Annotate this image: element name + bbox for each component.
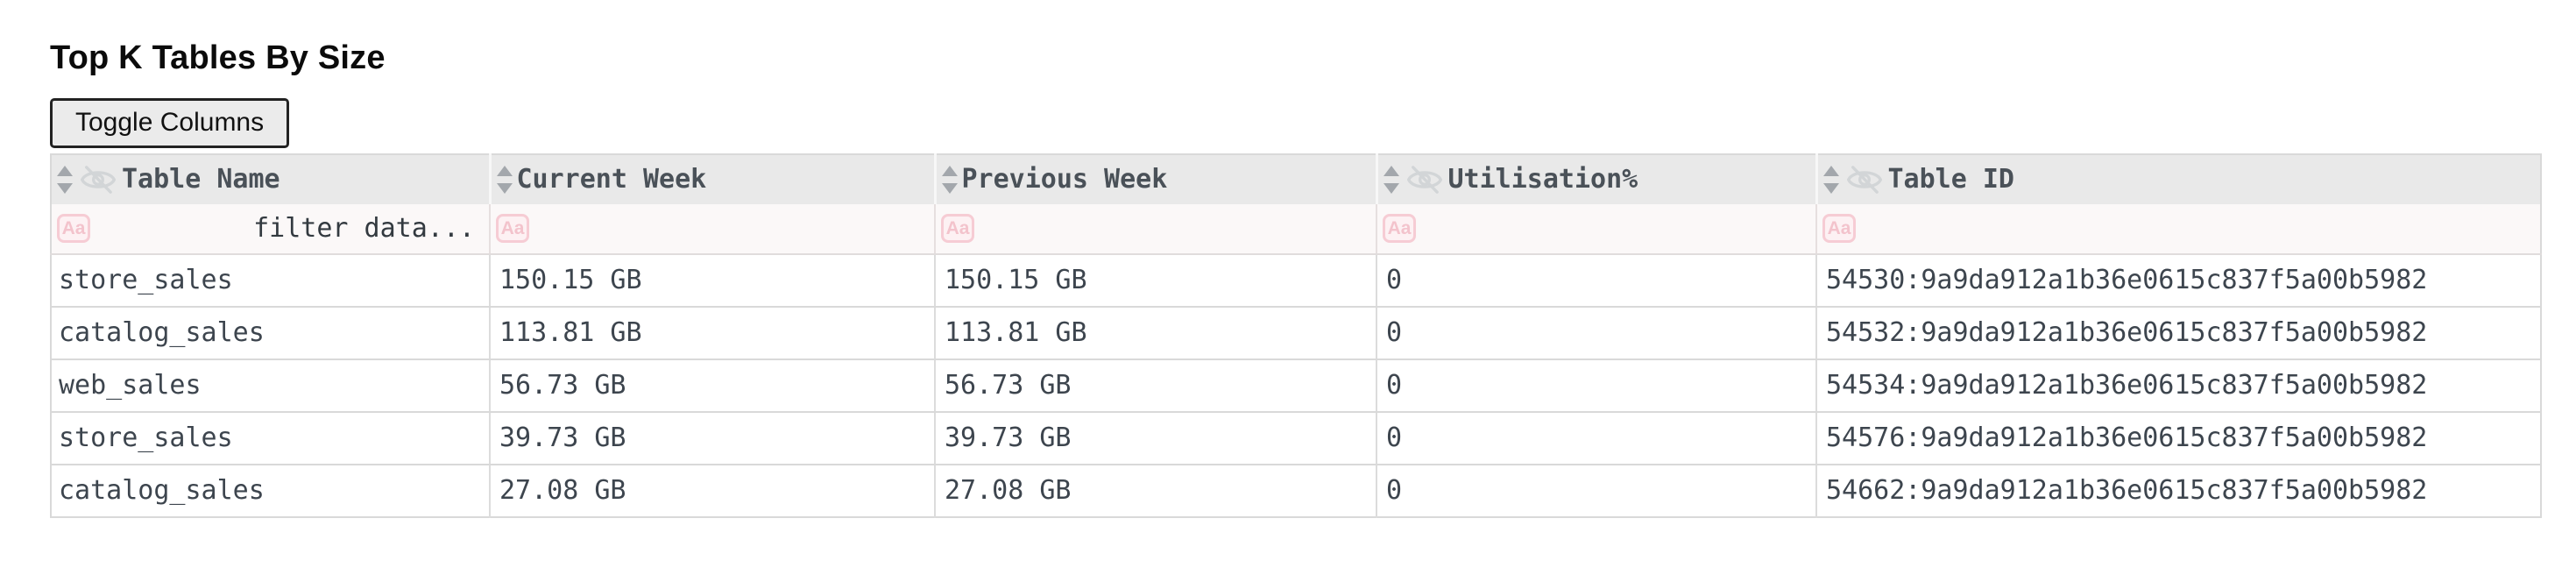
cell-table-id: 54530:9a9da912a1b36e0615c837f5a00b5982 — [1815, 253, 2541, 308]
table-body: store_sales 150.15 GB 150.15 GB 0 54530:… — [51, 253, 2541, 517]
filter-cell-table-name[interactable]: Aa — [51, 203, 490, 255]
cell-table-id: 54662:9a9da912a1b36e0615c837f5a00b5982 — [1815, 464, 2541, 517]
filter-cell-table-id[interactable]: Aa — [1815, 203, 2541, 255]
sort-icon[interactable] — [940, 164, 959, 195]
column-header-current-week[interactable]: Current Week — [488, 153, 935, 204]
table-row: web_sales 56.73 GB 56.73 GB 0 54534:9a9d… — [51, 359, 2541, 413]
text-filter-icon: Aa — [57, 214, 90, 244]
column-label: Current Week — [516, 164, 707, 195]
sort-icon[interactable] — [1822, 164, 1841, 195]
cell-utilisation: 0 — [1376, 464, 1816, 517]
top-k-tables-table: Table Name Current Week — [50, 153, 2542, 518]
filter-cell-utilisation[interactable]: Aa — [1376, 203, 1816, 255]
toggle-columns-button[interactable]: Toggle Columns — [50, 97, 290, 148]
text-filter-icon: Aa — [496, 214, 529, 244]
cell-utilisation: 0 — [1376, 411, 1816, 465]
sort-icon[interactable] — [1382, 164, 1401, 195]
table-row: store_sales 39.73 GB 39.73 GB 0 54576:9a… — [51, 411, 2541, 465]
table-row: store_sales 150.15 GB 150.15 GB 0 54530:… — [51, 253, 2541, 308]
cell-current-week: 27.08 GB — [489, 464, 935, 517]
cell-previous-week: 56.73 GB — [934, 359, 1376, 413]
cell-current-week: 56.73 GB — [489, 359, 935, 413]
eye-off-icon[interactable] — [79, 162, 117, 197]
filter-cell-current-week[interactable]: Aa — [489, 203, 935, 255]
table-header: Table Name Current Week — [51, 153, 2541, 204]
column-header-previous-week[interactable]: Previous Week — [933, 153, 1376, 204]
filter-row: Aa Aa Aa Aa — [51, 203, 2541, 255]
text-filter-icon: Aa — [941, 214, 974, 244]
cell-previous-week: 27.08 GB — [934, 464, 1376, 517]
filter-data-input[interactable] — [90, 207, 489, 250]
cell-table-name: store_sales — [51, 253, 490, 308]
sort-icon[interactable] — [495, 164, 514, 195]
cell-utilisation: 0 — [1376, 359, 1816, 413]
table-row: catalog_sales 27.08 GB 27.08 GB 0 54662:… — [51, 464, 2541, 517]
cell-table-name: catalog_sales — [51, 464, 490, 517]
cell-current-week: 39.73 GB — [489, 411, 935, 465]
column-label: Previous Week — [961, 164, 1168, 195]
column-header-utilisation[interactable]: Utilisation% — [1375, 153, 1816, 204]
page-container: Top K Tables By Size Toggle Columns Tabl… — [50, 39, 2542, 518]
text-filter-icon: Aa — [1383, 214, 1416, 244]
page-title: Top K Tables By Size — [50, 39, 386, 76]
cell-current-week: 113.81 GB — [489, 306, 935, 360]
cell-table-name: catalog_sales — [51, 306, 490, 360]
column-header-table-name[interactable]: Table Name — [51, 153, 490, 204]
cell-current-week: 150.15 GB — [489, 253, 935, 308]
cell-table-name: web_sales — [51, 359, 490, 413]
column-label: Table Name — [122, 164, 280, 195]
sort-icon[interactable] — [55, 164, 74, 195]
column-header-table-id[interactable]: Table ID — [1815, 153, 2541, 204]
cell-table-name: store_sales — [51, 411, 490, 465]
cell-previous-week: 150.15 GB — [934, 253, 1376, 308]
cell-previous-week: 39.73 GB — [934, 411, 1376, 465]
cell-utilisation: 0 — [1376, 253, 1816, 308]
column-label: Utilisation% — [1447, 164, 1638, 195]
cell-utilisation: 0 — [1376, 306, 1816, 360]
cell-table-id: 54576:9a9da912a1b36e0615c837f5a00b5982 — [1815, 411, 2541, 465]
cell-table-id: 54534:9a9da912a1b36e0615c837f5a00b5982 — [1815, 359, 2541, 413]
text-filter-icon: Aa — [1822, 214, 1856, 244]
eye-off-icon[interactable] — [1845, 162, 1884, 197]
filter-cell-previous-week[interactable]: Aa — [934, 203, 1376, 255]
cell-previous-week: 113.81 GB — [934, 306, 1376, 360]
column-label: Table ID — [1887, 164, 2015, 195]
table-row: catalog_sales 113.81 GB 113.81 GB 0 5453… — [51, 306, 2541, 360]
eye-off-icon[interactable] — [1405, 162, 1444, 197]
cell-table-id: 54532:9a9da912a1b36e0615c837f5a00b5982 — [1815, 306, 2541, 360]
